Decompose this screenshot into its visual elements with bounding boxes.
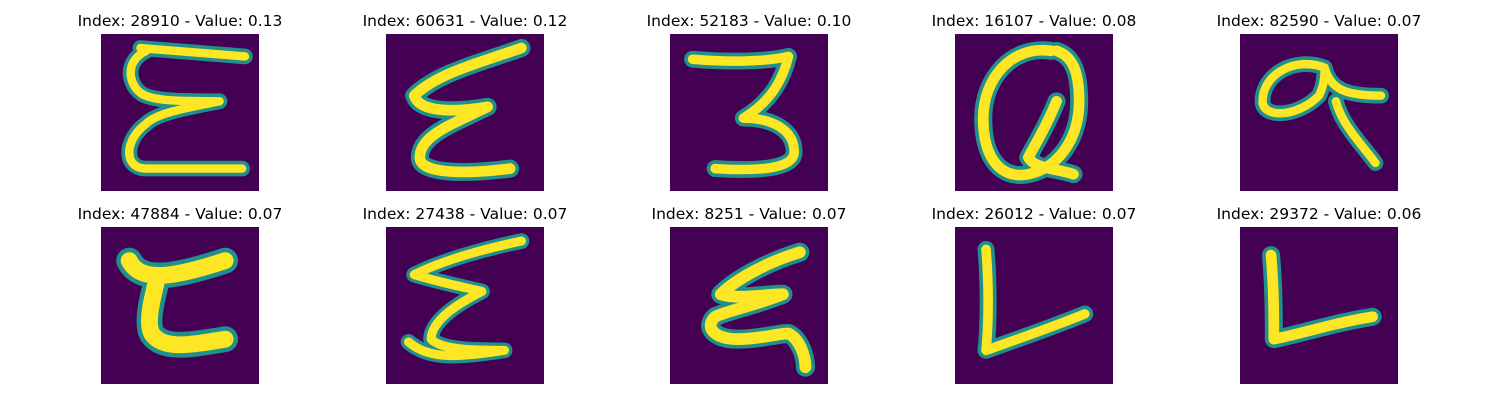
panel-title: Index: 8251 - Value: 0.07 bbox=[607, 203, 891, 225]
panel-title: Index: 60631 - Value: 0.12 bbox=[323, 10, 607, 32]
panel-title: Index: 29372 - Value: 0.06 bbox=[1177, 203, 1461, 225]
handwritten-image bbox=[101, 34, 259, 191]
glyph-three bbox=[670, 34, 828, 191]
panel-10: Index: 29372 - Value: 0.06 bbox=[1177, 203, 1461, 379]
panel-title: Index: 28910 - Value: 0.13 bbox=[38, 10, 322, 32]
panel-9: Index: 26012 - Value: 0.07 bbox=[892, 203, 1176, 379]
handwritten-image bbox=[1240, 227, 1398, 384]
panel-title: Index: 52183 - Value: 0.10 bbox=[607, 10, 891, 32]
panel-3: Index: 52183 - Value: 0.10 bbox=[607, 10, 891, 186]
panel-title: Index: 27438 - Value: 0.07 bbox=[323, 203, 607, 225]
panel-4: Index: 16107 - Value: 0.08 bbox=[892, 10, 1176, 186]
glyph-e-zigzag bbox=[386, 34, 544, 191]
handwritten-image bbox=[955, 34, 1113, 191]
panel-2: Index: 60631 - Value: 0.12 bbox=[323, 10, 607, 186]
handwritten-image bbox=[101, 227, 259, 384]
panel-1: Index: 28910 - Value: 0.13 bbox=[38, 10, 322, 186]
panel-6: Index: 47884 - Value: 0.07 bbox=[38, 203, 322, 379]
handwritten-image bbox=[386, 227, 544, 384]
glyph-q bbox=[955, 34, 1113, 191]
handwritten-image bbox=[955, 227, 1113, 384]
glyph-e-zigzag bbox=[386, 227, 544, 384]
handwritten-image bbox=[386, 34, 544, 191]
panel-7: Index: 27438 - Value: 0.07 bbox=[323, 203, 607, 379]
handwritten-image bbox=[670, 34, 828, 191]
panel-8: Index: 8251 - Value: 0.07 bbox=[607, 203, 891, 379]
glyph-a bbox=[1240, 34, 1398, 191]
glyph-l bbox=[955, 227, 1113, 384]
glyph-e-blocky bbox=[101, 227, 259, 384]
panel-title: Index: 26012 - Value: 0.07 bbox=[892, 203, 1176, 225]
panel-title: Index: 82590 - Value: 0.07 bbox=[1177, 10, 1461, 32]
handwritten-image bbox=[1240, 34, 1398, 191]
glyph-l bbox=[1240, 227, 1398, 384]
panel-5: Index: 82590 - Value: 0.07 bbox=[1177, 10, 1461, 186]
handwritten-image bbox=[670, 227, 828, 384]
glyph-e-slanted bbox=[670, 227, 828, 384]
glyph-e-curly bbox=[101, 34, 259, 191]
panel-title: Index: 47884 - Value: 0.07 bbox=[38, 203, 322, 225]
panel-title: Index: 16107 - Value: 0.08 bbox=[892, 10, 1176, 32]
